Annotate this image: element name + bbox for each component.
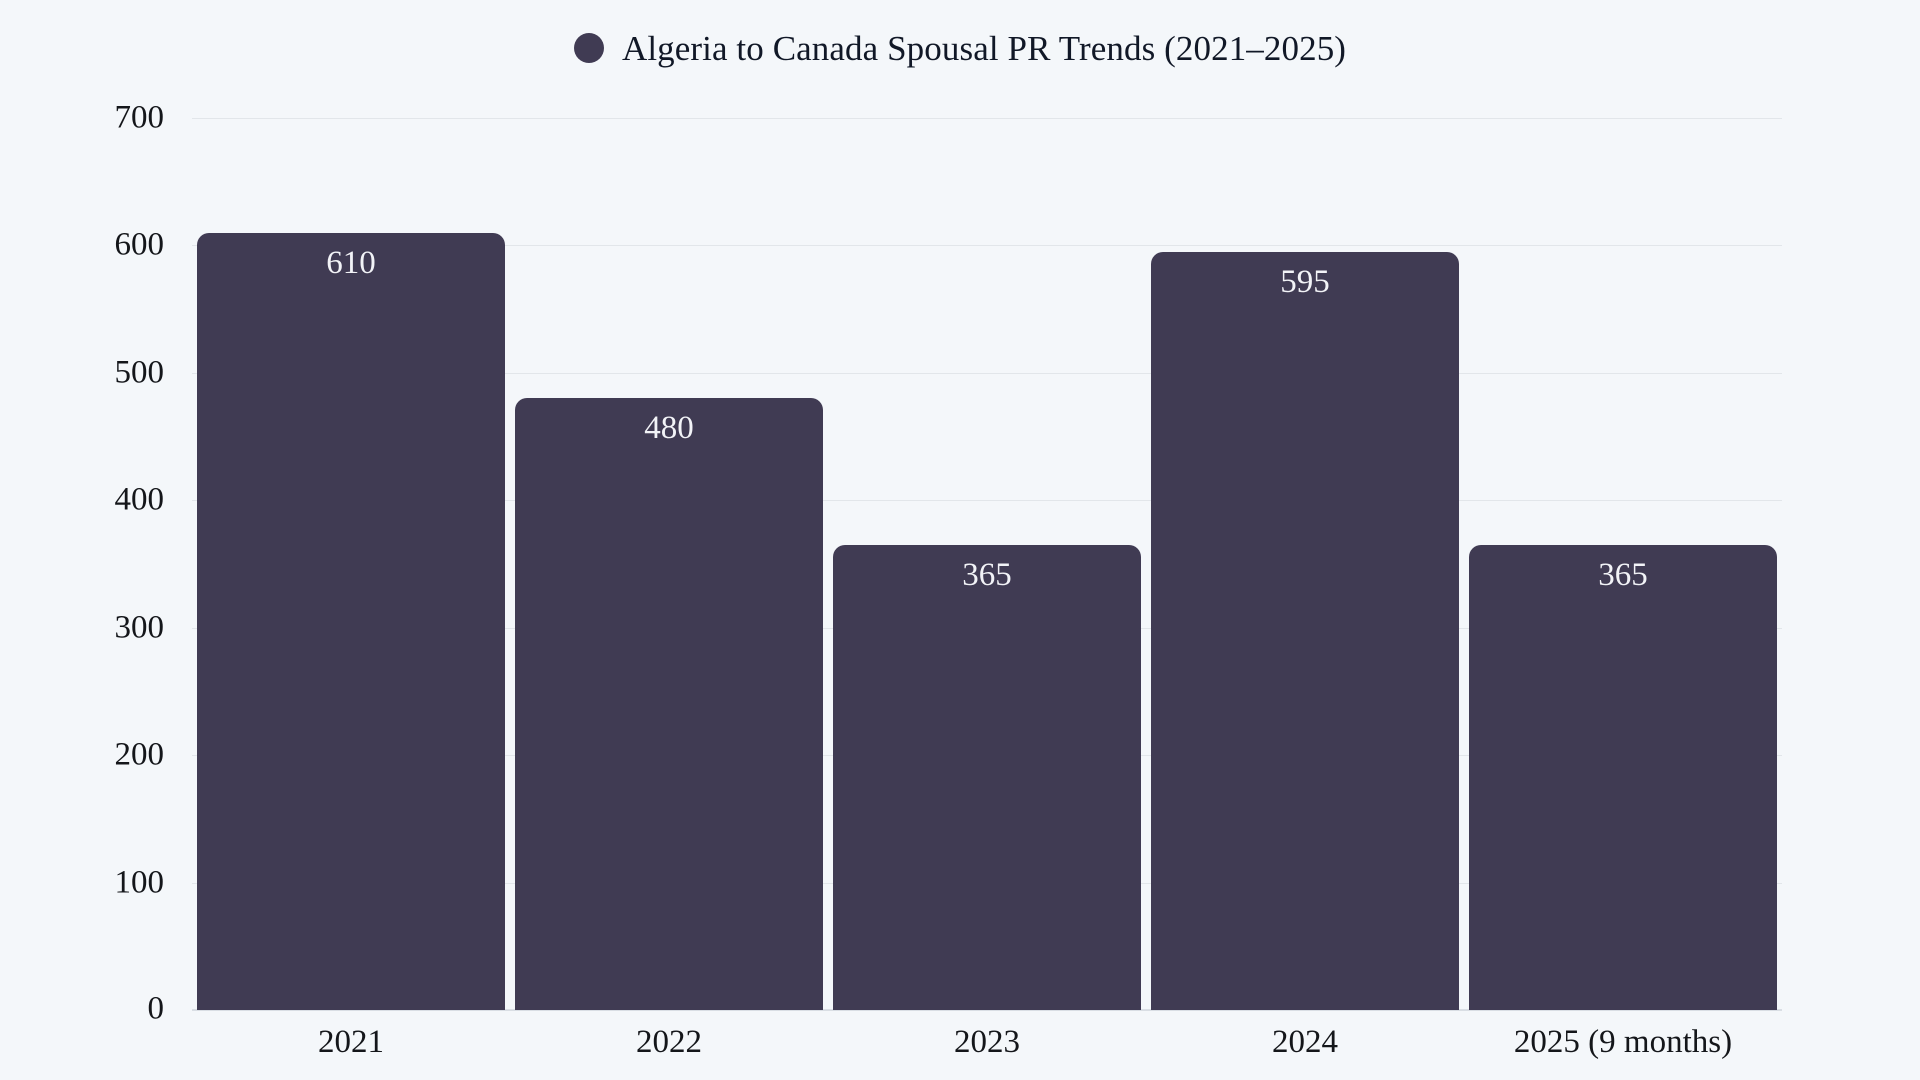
y-axis-tick-100: 100 xyxy=(114,864,165,901)
y-axis-tick-0: 0 xyxy=(147,990,165,1027)
x-axis-tick-2022: 2022 xyxy=(636,1024,702,1060)
bar-series: 610 480 365 595 365 xyxy=(192,118,1782,1010)
bar-2021[interactable]: 610 xyxy=(197,232,505,1010)
bar-slot-2025: 365 xyxy=(1464,118,1782,1010)
y-axis-tick-500: 500 xyxy=(114,354,165,391)
y-axis-tick-400: 400 xyxy=(114,481,165,518)
x-axis-tick-2021: 2021 xyxy=(318,1024,384,1060)
chart-title: Algeria to Canada Spousal PR Trends (202… xyxy=(621,28,1347,68)
bar-2023[interactable]: 365 xyxy=(833,544,1141,1010)
bar-slot-2022: 480 xyxy=(510,118,828,1010)
y-axis-tick-600: 600 xyxy=(114,226,165,263)
bar-2024[interactable]: 595 xyxy=(1151,251,1459,1010)
legend-entry[interactable]: Algeria to Canada Spousal PR Trends (202… xyxy=(573,28,1347,68)
chart-legend: Algeria to Canada Spousal PR Trends (202… xyxy=(0,0,1920,96)
x-axis: 2021 2022 2023 2024 2025 (9 months) xyxy=(192,1026,1782,1059)
bar-2025[interactable]: 365 xyxy=(1469,544,1777,1010)
bar-value-label: 480 xyxy=(644,410,694,447)
y-axis-tick-200: 200 xyxy=(114,736,165,773)
bar-value-label: 365 xyxy=(962,556,1012,593)
bar-value-label: 610 xyxy=(326,244,376,281)
y-axis-tick-700: 700 xyxy=(114,99,165,136)
bar-slot-2023: 365 xyxy=(828,118,1146,1010)
bar-2022[interactable]: 480 xyxy=(515,398,823,1010)
bar-value-label: 595 xyxy=(1280,263,1330,300)
x-axis-tick-2025: 2025 (9 months) xyxy=(1513,1024,1733,1060)
y-axis-tick-300: 300 xyxy=(114,609,165,646)
plot-area: 700 600 500 400 300 200 100 0 610 480 36… xyxy=(115,101,1782,1025)
bar-slot-2021: 610 xyxy=(192,118,510,1010)
x-axis-tick-2023: 2023 xyxy=(954,1024,1020,1060)
x-axis-tick-2024: 2024 xyxy=(1272,1024,1338,1060)
bar-value-label: 365 xyxy=(1598,556,1648,593)
circle-marker-icon xyxy=(573,33,604,63)
bar-slot-2024: 595 xyxy=(1146,118,1464,1010)
